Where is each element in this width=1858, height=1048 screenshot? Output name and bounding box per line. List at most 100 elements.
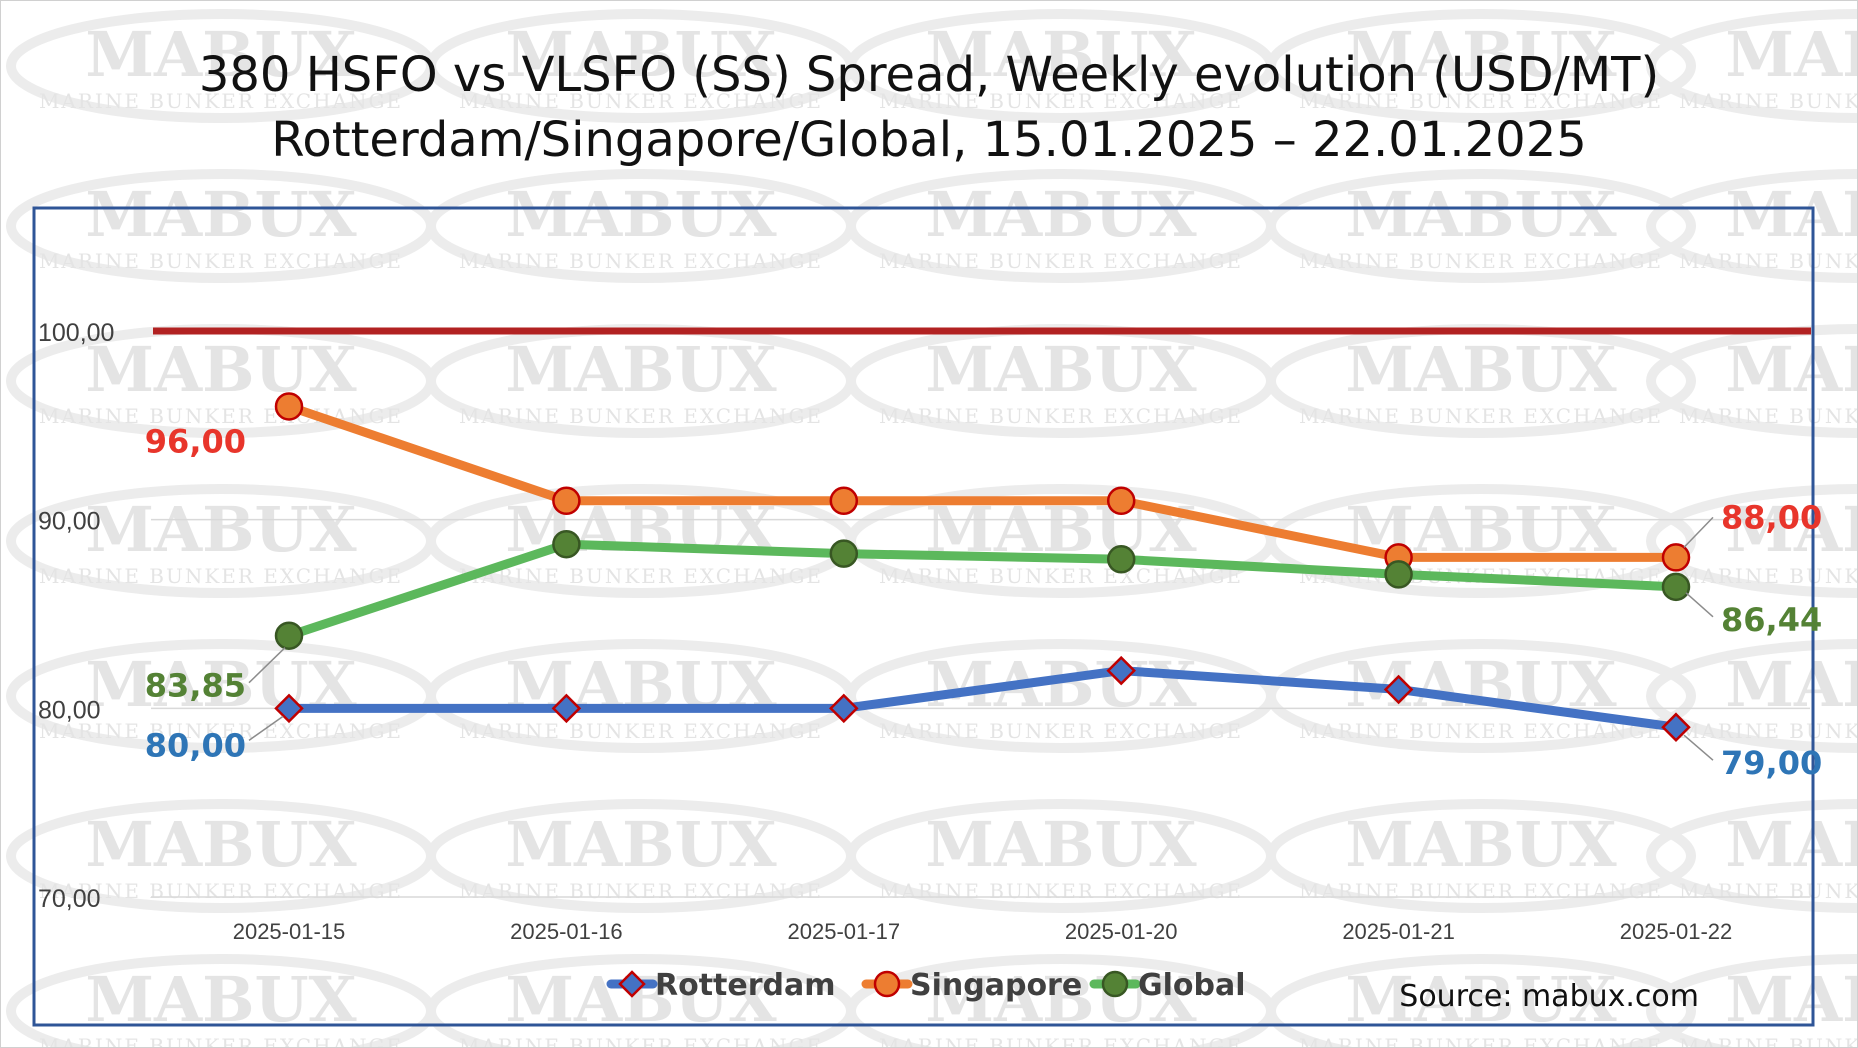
- data-point: [274, 693, 304, 724]
- watermark-text: MABUX: [85, 493, 357, 566]
- watermark-subtext: MARINE BUNKER EXCHANGE: [879, 249, 1243, 273]
- watermark-text: MABUX: [505, 808, 777, 881]
- data-point: [1106, 486, 1136, 516]
- watermark-subtext: MARINE BUNKER EXCHANGE: [39, 89, 403, 113]
- data-label-global: 83,85: [145, 667, 246, 705]
- x-tick-label: 2025-01-21: [1342, 919, 1455, 944]
- watermark-subtext: MARINE BUNKER EXCHANGE: [459, 879, 823, 903]
- watermark-text: MABUX: [505, 178, 777, 251]
- watermark-text: MABUX: [1725, 493, 1857, 566]
- watermark-subtext: MARINE BUNKER EXCHANGE: [1679, 879, 1857, 903]
- watermark-text: MABUX: [1345, 808, 1617, 881]
- y-tick-label: 90,00: [38, 508, 101, 536]
- y-tick-label: 100,00: [38, 319, 114, 347]
- data-point: [552, 529, 581, 559]
- watermark-subtext: MARINE BUNKER EXCHANGE: [459, 719, 823, 743]
- watermark-subtext: MARINE BUNKER EXCHANGE: [879, 1034, 1243, 1047]
- legend-swatch-marker: [618, 970, 646, 998]
- x-axis-ticks: 2025-01-15 2025-01-16 2025-01-17 2025-01-20…: [233, 919, 1733, 944]
- watermark-subtext: MARINE BUNKER EXCHANGE: [879, 719, 1243, 743]
- data-point: [829, 486, 859, 516]
- data-point: [1661, 712, 1691, 742]
- x-tick-label: 2025-01-16: [510, 919, 623, 944]
- watermark-subtext: MARINE BUNKER EXCHANGE: [1679, 404, 1857, 428]
- x-tick-label: 2025-01-22: [1620, 919, 1733, 944]
- watermark-subtext: MARINE BUNKER EXCHANGE: [879, 89, 1243, 113]
- watermark-text: MABUX: [1725, 648, 1857, 721]
- data-label-leader: [248, 715, 284, 741]
- watermark-subtext: MARINE BUNKER EXCHANGE: [459, 1034, 823, 1047]
- data-point: [829, 693, 859, 724]
- watermark-text: MABUX: [1725, 178, 1857, 251]
- watermark-subtext: MARINE BUNKER EXCHANGE: [1299, 1034, 1663, 1047]
- data-point: [274, 392, 304, 421]
- watermark-text: MABUX: [85, 808, 357, 881]
- watermark-subtext: MARINE BUNKER EXCHANGE: [459, 564, 823, 588]
- data-label-rotterdam: 79,00: [1721, 744, 1822, 782]
- watermark-subtext: MARINE BUNKER EXCHANGE: [39, 249, 403, 273]
- plot-area-border: [32, 206, 1815, 1027]
- data-point: [829, 539, 859, 568]
- data-point: [1383, 674, 1414, 705]
- legend-item-global: Global: [1089, 968, 1246, 1003]
- watermark-text: MABUX: [1725, 808, 1857, 881]
- data-label-singapore: 96,00: [145, 422, 246, 460]
- watermark-subtext: MARINE BUNKER EXCHANGE: [1299, 89, 1663, 113]
- data-label-leader: [1683, 734, 1714, 761]
- watermark-subtext: MARINE BUNKER EXCHANGE: [39, 1034, 403, 1047]
- watermark-text: MABUX: [925, 178, 1197, 251]
- data-label-leader: [1683, 516, 1714, 548]
- watermark-subtext: MARINE BUNKER EXCHANGE: [879, 564, 1243, 588]
- watermark-text: MABUX: [1345, 333, 1617, 406]
- watermark-subtext: MARINE BUNKER EXCHANGE: [459, 404, 823, 428]
- series-layer: [274, 392, 1691, 742]
- watermark-subtext: MARINE BUNKER EXCHANGE: [459, 89, 823, 113]
- series-line-singapore: [284, 401, 1681, 562]
- x-tick-label: 2025-01-20: [1065, 919, 1178, 944]
- watermark-text: MABUX: [85, 333, 357, 406]
- data-label-rotterdam: 80,00: [145, 726, 246, 764]
- watermark-subtext: MARINE BUNKER EXCHANGE: [39, 719, 403, 743]
- source-note: Source: mabux.com: [1399, 979, 1699, 1014]
- series-line-rotterdam: [284, 666, 1681, 732]
- watermark-subtext: MARINE BUNKER EXCHANGE: [1299, 404, 1663, 428]
- watermark-subtext: MARINE BUNKER EXCHANGE: [1679, 249, 1857, 273]
- watermark-subtext: MARINE BUNKER EXCHANGE: [1299, 719, 1663, 743]
- legend: Rotterdam Singapore Global: [606, 968, 1246, 1003]
- data-point: [552, 486, 581, 516]
- watermark-subtext: MARINE BUNKER EXCHANGE: [39, 564, 403, 588]
- watermark-text: MABUX: [1345, 178, 1617, 251]
- watermark-text: MABUX: [925, 648, 1197, 721]
- watermark-subtext: MARINE BUNKER EXCHANGE: [1679, 564, 1857, 588]
- legend-label: Global: [1138, 968, 1246, 1003]
- data-label-leader: [1685, 592, 1714, 618]
- watermark-text: MABUX: [1345, 18, 1617, 91]
- series-singapore: [274, 392, 1691, 572]
- watermark-text: MABUX: [505, 18, 777, 91]
- watermark-text: MABUX: [85, 178, 357, 251]
- chart-title: 380 HSFO vs VLSFO (SS) Spread, Weekly ev…: [199, 47, 1659, 103]
- watermark-text: MABUX: [1725, 333, 1857, 406]
- chart-subtitle: Rotterdam/Singapore/Global, 15.01.2025 –…: [271, 112, 1587, 168]
- watermark-text: MABUX: [925, 808, 1197, 881]
